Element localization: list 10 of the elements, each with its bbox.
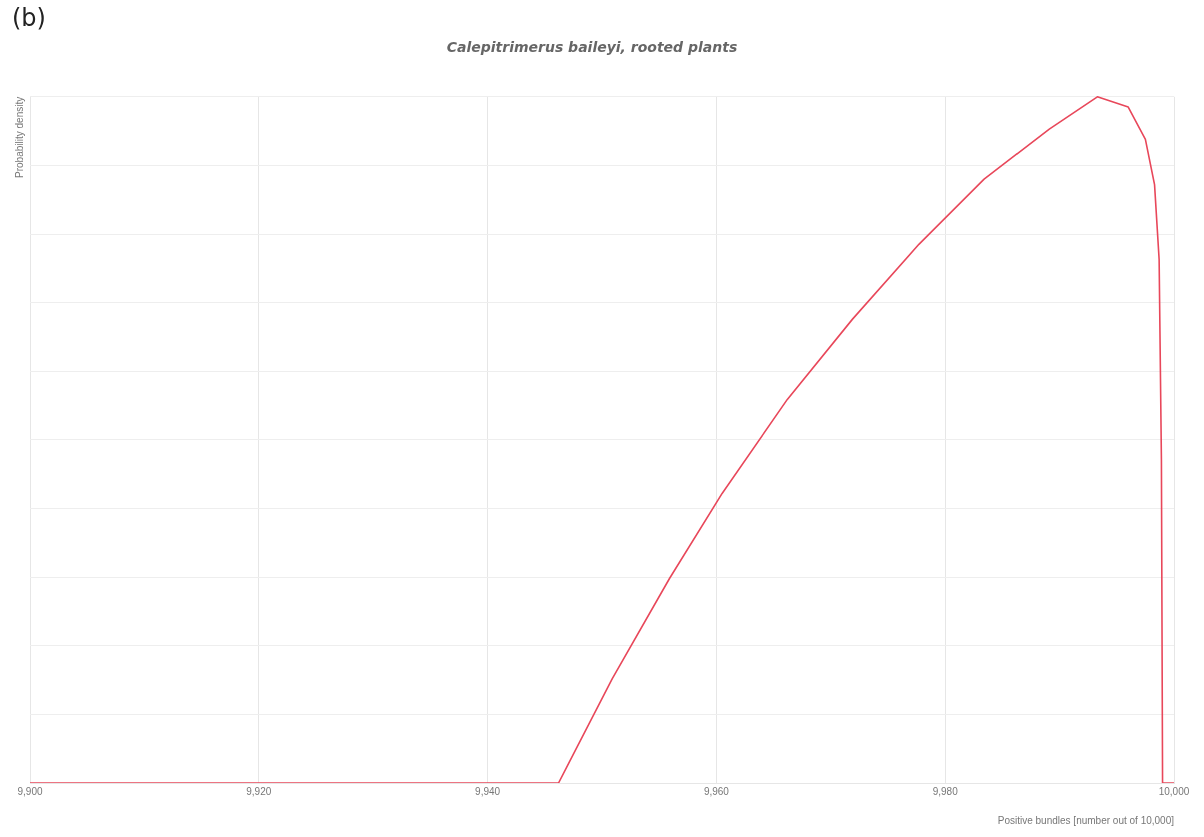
x-tick-label: 9,980 bbox=[932, 785, 959, 797]
y-axis-title: Probability density bbox=[13, 96, 25, 178]
x-tick-label: 9,960 bbox=[703, 785, 730, 797]
x-tick-label: 9,940 bbox=[475, 785, 501, 797]
x-tick-label: 10,000 bbox=[1158, 785, 1190, 797]
x-axis-title: Positive bundles [number out of 10,000] bbox=[997, 814, 1175, 826]
chart-title: Calepitrimerus baileyi, rooted plants bbox=[446, 39, 738, 56]
x-tick-label: 9,900 bbox=[17, 785, 43, 797]
x-tick-label: 9,920 bbox=[246, 785, 272, 797]
text: (b) bbox=[12, 4, 46, 33]
